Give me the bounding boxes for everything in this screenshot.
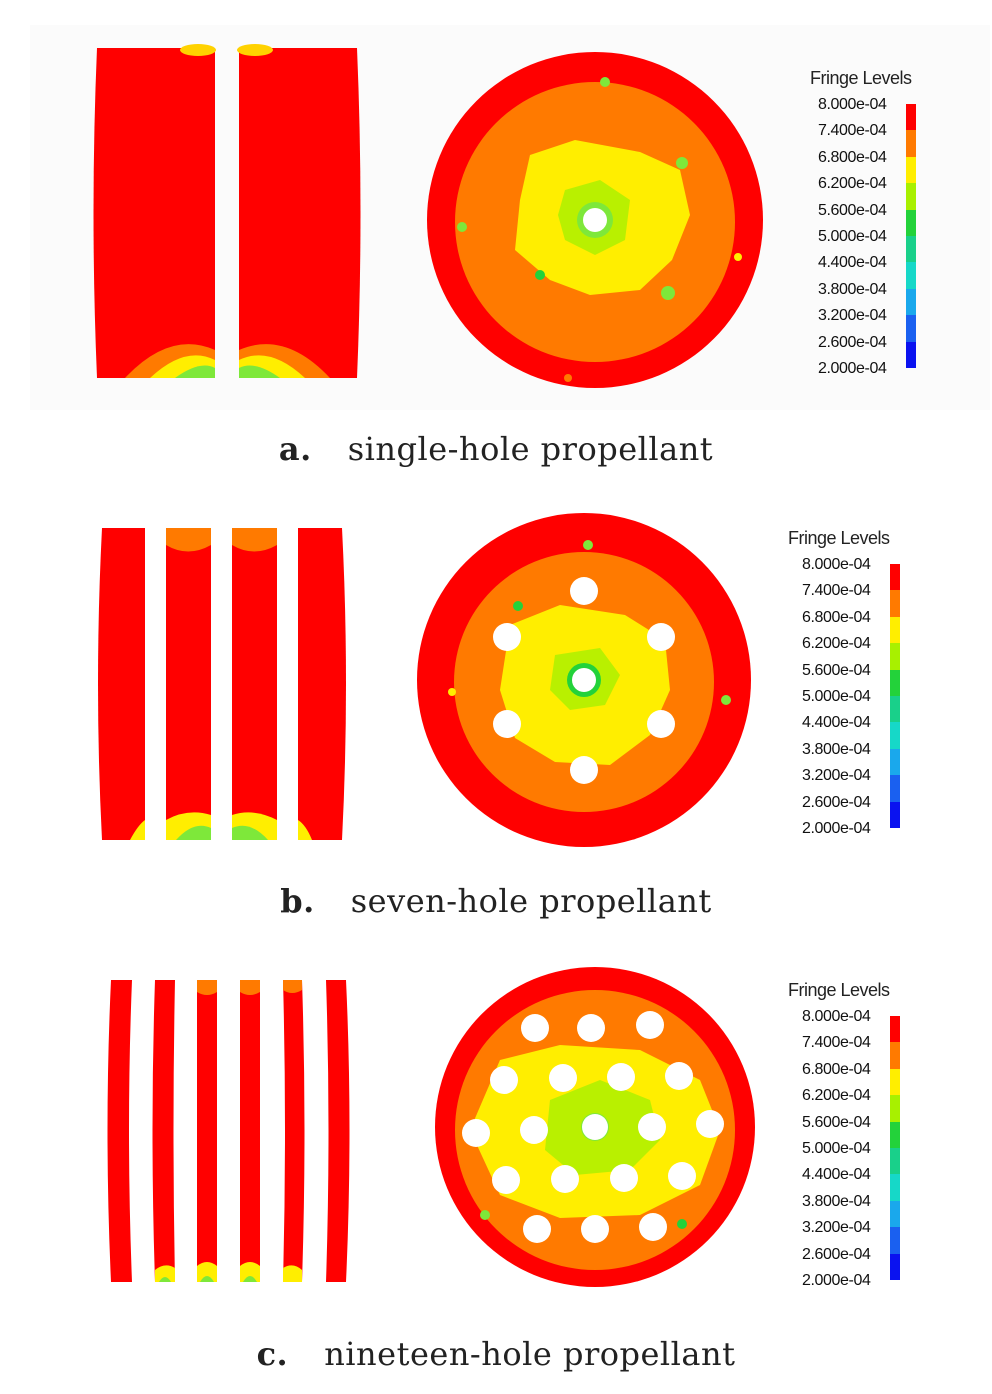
legend-value: 4.400e-04 bbox=[818, 254, 887, 272]
legend-color-swatch bbox=[890, 801, 900, 828]
legend-value: 3.200e-04 bbox=[818, 307, 887, 325]
panel-seven-hole: Fringe Levels 8.000e-04 7.400e-04 6.800e… bbox=[0, 490, 992, 940]
legend-title: Fringe Levels bbox=[810, 68, 912, 88]
seven-hole-figure bbox=[98, 513, 751, 847]
legend-values: 8.000e-04 7.400e-04 6.800e-04 6.200e-04 … bbox=[818, 92, 887, 382]
legend-color-swatch bbox=[906, 156, 916, 184]
legend-title: Fringe Levels bbox=[788, 528, 890, 548]
legend-value: 5.000e-04 bbox=[802, 687, 871, 705]
legend-value: 2.000e-04 bbox=[818, 359, 887, 377]
legend-value: 5.600e-04 bbox=[818, 201, 887, 219]
fringe-legend: Fringe Levels 8.000e-04 7.400e-04 6.800e… bbox=[810, 68, 960, 388]
caption-c: c. nineteen-hole propellant bbox=[0, 1335, 992, 1373]
single-hole-figure bbox=[30, 25, 990, 410]
caption-letter: a. bbox=[278, 430, 312, 468]
legend-color-swatch bbox=[890, 722, 900, 749]
legend-value: 2.000e-04 bbox=[802, 1271, 871, 1289]
legend-color-swatch bbox=[890, 643, 900, 670]
legend-value: 3.800e-04 bbox=[802, 740, 871, 758]
legend-color-swatch bbox=[890, 1227, 900, 1254]
legend-value: 4.400e-04 bbox=[802, 1166, 871, 1184]
legend-color-swatch bbox=[890, 1068, 900, 1096]
legend-value: 5.600e-04 bbox=[802, 661, 871, 679]
legend-value: 6.200e-04 bbox=[802, 635, 871, 653]
legend-title: Fringe Levels bbox=[788, 980, 890, 1000]
legend-color-swatch bbox=[890, 1095, 900, 1122]
caption-label: nineteen-hole propellant bbox=[324, 1335, 736, 1373]
legend-color-swatch bbox=[906, 209, 916, 236]
legend-value: 8.000e-04 bbox=[802, 1008, 871, 1025]
legend-value: 5.000e-04 bbox=[818, 227, 887, 245]
panel-nineteen-hole: Fringe Levels 8.000e-04 7.400e-04 6.800e… bbox=[0, 950, 992, 1394]
nineteen-hole-figure bbox=[107, 967, 755, 1287]
legend-value: 7.400e-04 bbox=[818, 122, 887, 140]
legend-color-swatch bbox=[890, 1200, 900, 1228]
legend-value: 5.000e-04 bbox=[802, 1139, 871, 1157]
caption-a: a. single-hole propellant bbox=[0, 430, 992, 468]
caption-label: seven-hole propellant bbox=[350, 882, 712, 920]
legend-values: 8.000e-04 7.400e-04 6.800e-04 6.200e-04 … bbox=[802, 552, 871, 842]
legend-color-swatch bbox=[906, 315, 916, 342]
caption-letter: b. bbox=[280, 882, 315, 920]
single-hole-side-view bbox=[93, 44, 361, 378]
legend-color-swatch bbox=[890, 775, 900, 802]
legend-color-swatch bbox=[890, 564, 900, 591]
fringe-legend: Fringe Levels 8.000e-04 7.400e-04 6.800e… bbox=[788, 528, 938, 848]
legend-color-swatch bbox=[906, 262, 916, 289]
legend-value: 2.600e-04 bbox=[818, 333, 887, 351]
legend-color-swatch bbox=[906, 235, 916, 263]
legend-color-swatch bbox=[890, 1147, 900, 1175]
legend-value: 5.600e-04 bbox=[802, 1113, 871, 1131]
single-hole-cross-section bbox=[427, 52, 763, 388]
legend-value: 8.000e-04 bbox=[818, 96, 887, 113]
nineteen-hole-side-view bbox=[107, 980, 350, 1282]
caption-letter: c. bbox=[256, 1335, 289, 1373]
legend-value: 6.800e-04 bbox=[802, 608, 871, 626]
nineteen-hole-cross-section bbox=[435, 967, 755, 1287]
legend-value: 6.200e-04 bbox=[802, 1087, 871, 1105]
legend-color-swatch bbox=[890, 1121, 900, 1148]
legend-value: 6.800e-04 bbox=[818, 148, 887, 166]
legend-value: 6.200e-04 bbox=[818, 175, 887, 193]
legend-color-swatch bbox=[890, 695, 900, 723]
legend-color-swatch bbox=[906, 341, 916, 368]
legend-color-swatch bbox=[906, 183, 916, 210]
seven-hole-cross-section bbox=[417, 513, 751, 847]
fringe-legend: Fringe Levels 8.000e-04 7.400e-04 6.800e… bbox=[788, 980, 938, 1300]
legend-color-swatch bbox=[890, 1174, 900, 1201]
legend-values: 8.000e-04 7.400e-04 6.800e-04 6.200e-04 … bbox=[802, 1004, 871, 1294]
legend-value: 3.800e-04 bbox=[818, 280, 887, 298]
legend-value: 3.200e-04 bbox=[802, 767, 871, 785]
legend-color-swatch bbox=[906, 130, 916, 157]
legend-color-bar bbox=[906, 104, 916, 368]
legend-value: 4.400e-04 bbox=[802, 714, 871, 732]
legend-value: 7.400e-04 bbox=[802, 1034, 871, 1052]
legend-value: 6.800e-04 bbox=[802, 1060, 871, 1078]
legend-color-swatch bbox=[890, 1042, 900, 1069]
legend-value: 2.600e-04 bbox=[802, 793, 871, 811]
legend-value: 7.400e-04 bbox=[802, 582, 871, 600]
seven-hole-side-view bbox=[98, 528, 346, 840]
legend-color-swatch bbox=[906, 104, 916, 131]
legend-color-swatch bbox=[890, 669, 900, 696]
legend-value: 2.000e-04 bbox=[802, 819, 871, 837]
legend-color-swatch bbox=[890, 748, 900, 776]
legend-color-bar bbox=[890, 1016, 900, 1280]
caption-b: b. seven-hole propellant bbox=[0, 882, 992, 920]
legend-value: 2.600e-04 bbox=[802, 1245, 871, 1263]
legend-color-swatch bbox=[890, 590, 900, 617]
legend-color-swatch bbox=[906, 288, 916, 316]
legend-value: 3.800e-04 bbox=[802, 1192, 871, 1210]
panel-single-hole: Fringe Levels 8.000e-04 7.400e-04 6.800e… bbox=[0, 0, 992, 480]
legend-color-swatch bbox=[890, 616, 900, 644]
legend-value: 8.000e-04 bbox=[802, 556, 871, 573]
caption-label: single-hole propellant bbox=[347, 430, 714, 468]
legend-value: 3.200e-04 bbox=[802, 1219, 871, 1237]
legend-color-swatch bbox=[890, 1253, 900, 1280]
legend-color-swatch bbox=[890, 1016, 900, 1043]
legend-color-bar bbox=[890, 564, 900, 828]
